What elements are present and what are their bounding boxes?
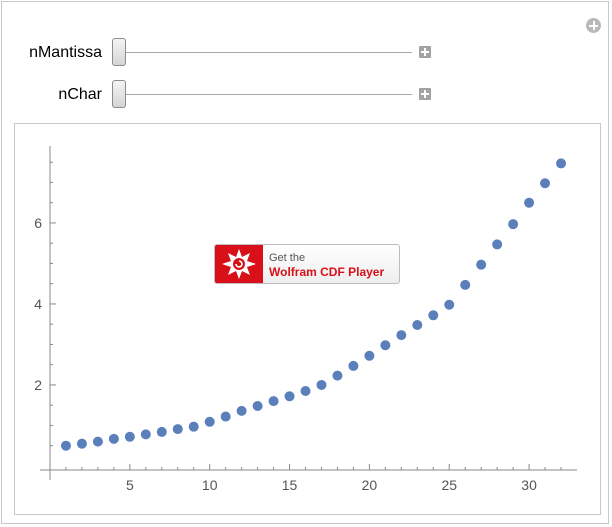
- x-tick-label: 10: [202, 477, 218, 493]
- cdf-badge-line1: Get the: [269, 252, 306, 264]
- expand-control-nmantissa-button[interactable]: [419, 46, 431, 58]
- data-point: [300, 386, 311, 397]
- data-point: [460, 279, 471, 290]
- data-point: [92, 436, 103, 447]
- data-point: [156, 426, 167, 437]
- data-point: [380, 340, 391, 351]
- x-tick-label: 15: [282, 477, 298, 493]
- slider-track-nchar[interactable]: [112, 94, 412, 95]
- slider-thumb-nmantissa[interactable]: [112, 38, 126, 66]
- data-point: [492, 239, 503, 250]
- data-point: [476, 259, 487, 270]
- data-point: [60, 440, 71, 451]
- slider-track-nmantissa[interactable]: [112, 52, 412, 53]
- y-tick-label: 6: [34, 215, 42, 231]
- data-point: [252, 401, 263, 412]
- x-tick-label: 20: [362, 477, 378, 493]
- control-row-nmantissa: nMantissa: [2, 38, 462, 68]
- control-row-nchar: nChar: [2, 80, 462, 110]
- data-point: [124, 431, 135, 442]
- y-tick-label: 4: [34, 296, 42, 312]
- data-point: [364, 350, 375, 361]
- data-point: [332, 370, 343, 381]
- data-point: [524, 197, 535, 208]
- control-label-nmantissa: nMantissa: [29, 44, 102, 61]
- data-point: [540, 178, 551, 189]
- plot-frame: 5 10 15 20 25 30 2 4 6: [14, 123, 601, 515]
- data-point: [428, 310, 439, 321]
- data-point: [508, 219, 519, 230]
- wolfram-spikey-icon: [215, 245, 263, 283]
- data-point: [236, 405, 247, 416]
- data-point: [108, 433, 119, 444]
- data-point: [220, 411, 231, 422]
- data-point: [316, 379, 327, 390]
- data-point: [188, 421, 199, 432]
- get-cdf-player-button[interactable]: Get the Wolfram CDF Player: [214, 244, 400, 284]
- data-point: [204, 416, 215, 427]
- data-point: [76, 438, 87, 449]
- data-point: [268, 396, 279, 407]
- control-label-nchar: nChar: [58, 86, 102, 103]
- scatter-plot: 5 10 15 20 25 30 2 4 6: [34, 146, 577, 493]
- data-point: [396, 330, 407, 341]
- data-point: [284, 391, 295, 402]
- expand-control-nchar-button[interactable]: [419, 88, 431, 100]
- expand-options-icon[interactable]: [586, 18, 601, 33]
- data-point: [172, 424, 183, 435]
- x-tick-label: 30: [521, 477, 537, 493]
- x-tick-label: 5: [126, 477, 134, 493]
- cdf-badge-line2: Wolfram CDF Player: [269, 265, 385, 279]
- data-point: [556, 158, 567, 169]
- data-point: [348, 360, 359, 371]
- data-point: [412, 320, 423, 331]
- slider-thumb-nchar[interactable]: [112, 80, 126, 108]
- data-point: [140, 429, 151, 440]
- data-point: [444, 299, 455, 310]
- x-tick-label: 25: [441, 477, 457, 493]
- y-tick-label: 2: [34, 377, 42, 393]
